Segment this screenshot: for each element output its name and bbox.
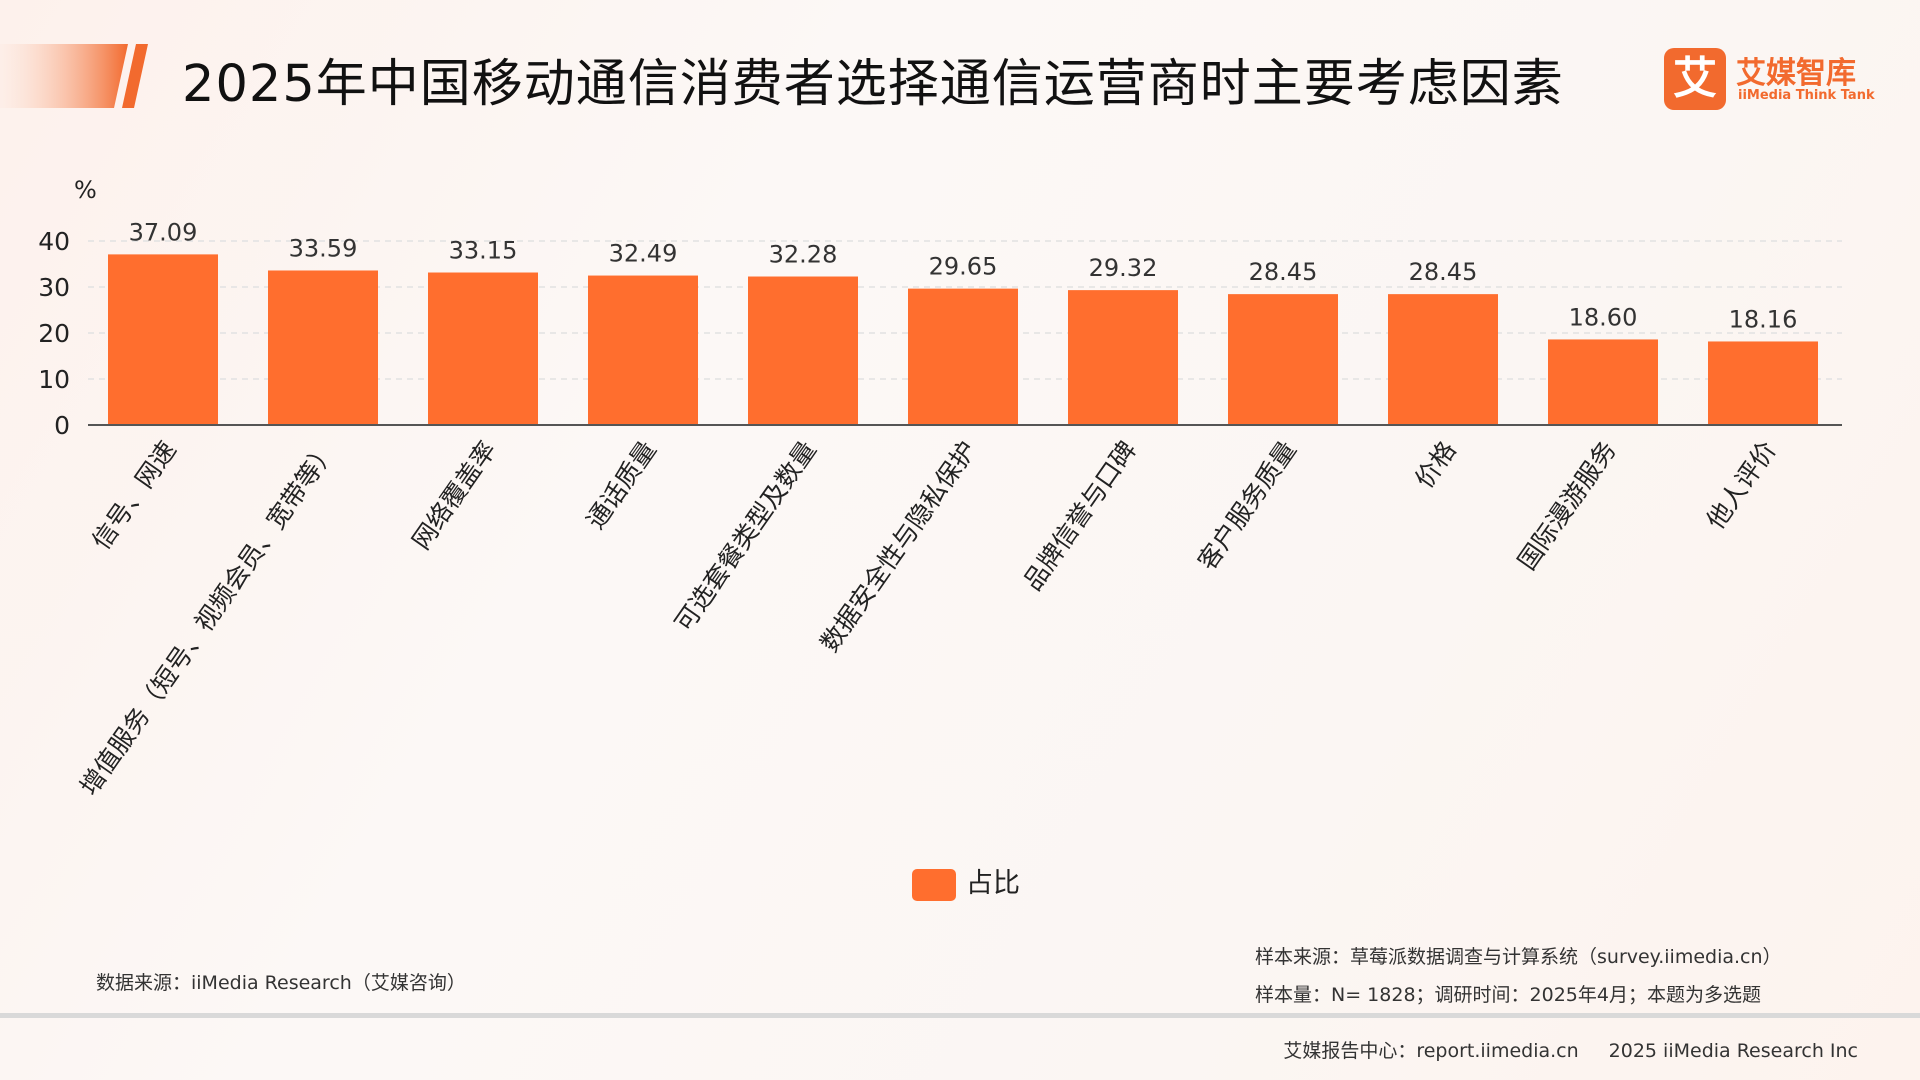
bar-value-label: 18.16 [1729, 305, 1798, 333]
bar [1228, 294, 1338, 425]
header-decoration [0, 44, 148, 108]
bar [1068, 290, 1178, 425]
bar [908, 288, 1018, 425]
logo-name-en: iiMedia Think Tank [1738, 88, 1875, 103]
y-tick-label: 20 [38, 319, 70, 348]
logo-mark-glyph: 艾 [1673, 53, 1717, 104]
bar-value-label: 33.59 [289, 234, 358, 262]
x-category-label: 他人评价 [1701, 436, 1782, 535]
bar-value-label: 33.15 [449, 237, 518, 265]
bar [1548, 339, 1658, 425]
bar-value-label: 28.45 [1409, 258, 1478, 286]
data-source-note: 数据来源：iiMedia Research（艾媒咨询） [96, 972, 466, 994]
logo-mark-icon: 艾 [1664, 48, 1726, 110]
bar [588, 275, 698, 425]
footer-bar: 艾媒报告中心：report.iimedia.cn 2025 iiMedia Res… [1283, 1036, 1858, 1063]
legend-swatch [912, 869, 956, 901]
bar [1708, 341, 1818, 425]
x-category-label: 通话质量 [581, 436, 662, 535]
y-tick-label: 30 [38, 273, 70, 302]
page-title: 2025年中国移动通信消费者选择通信运营商时主要考虑因素 [182, 55, 1564, 114]
bar [748, 276, 858, 425]
x-category-label: 客户服务质量 [1192, 436, 1302, 576]
bar-value-label: 18.60 [1569, 303, 1638, 331]
x-category-label: 数据安全性与隐私保护 [815, 436, 982, 657]
bar-value-label: 32.49 [609, 240, 678, 268]
bar-value-label: 32.28 [769, 241, 838, 269]
bar-chart: 0 10 20 30 40 37.09 信号、网速 33.59 增值服务（短号、视频会员、宽带等… [38, 218, 1842, 801]
legend-label: 占比 [966, 868, 1020, 899]
y-tick-label: 0 [54, 411, 70, 440]
logo-name-cn: 艾媒智库 [1736, 56, 1856, 91]
bar [1388, 294, 1498, 425]
bar [268, 270, 378, 425]
y-tick-label: 40 [38, 227, 70, 256]
iimedia-logo: 艾 艾媒智库 iiMedia Think Tank [1664, 44, 1875, 114]
bar-value-label: 37.09 [129, 218, 198, 246]
footer-divider [0, 1013, 1920, 1018]
bar-value-label: 29.32 [1089, 254, 1158, 282]
bar [108, 254, 218, 425]
x-category-label: 信号、网速 [86, 436, 181, 555]
sample-source-note: 样本来源：草莓派数据调查与计算系统（survey.iimedia.cn） [1255, 946, 1782, 968]
x-category-label: 可选套餐类型及数量 [669, 436, 822, 637]
bar-value-label: 28.45 [1249, 258, 1318, 286]
bar-value-label: 29.65 [929, 253, 998, 281]
x-category-label: 网络覆盖率 [406, 436, 501, 555]
y-axis-unit: % [74, 176, 97, 204]
x-category-label: 品牌信誉与口碑 [1018, 436, 1142, 596]
x-category-label: 国际漫游服务 [1512, 436, 1622, 576]
y-tick-label: 10 [38, 365, 70, 394]
x-category-label: 增值服务（短号、视频会员、宽带等） [74, 436, 342, 801]
copyright-text: 2025 iiMedia Research Inc [1608, 1040, 1858, 1062]
bar [428, 272, 538, 425]
x-category-label: 价格 [1409, 436, 1461, 494]
report-center-link[interactable]: 艾媒报告中心：report.iimedia.cn [1283, 1040, 1579, 1062]
sample-size-note: 样本量：N= 1828；调研时间：2025年4月；本题为多选题 [1255, 984, 1761, 1006]
